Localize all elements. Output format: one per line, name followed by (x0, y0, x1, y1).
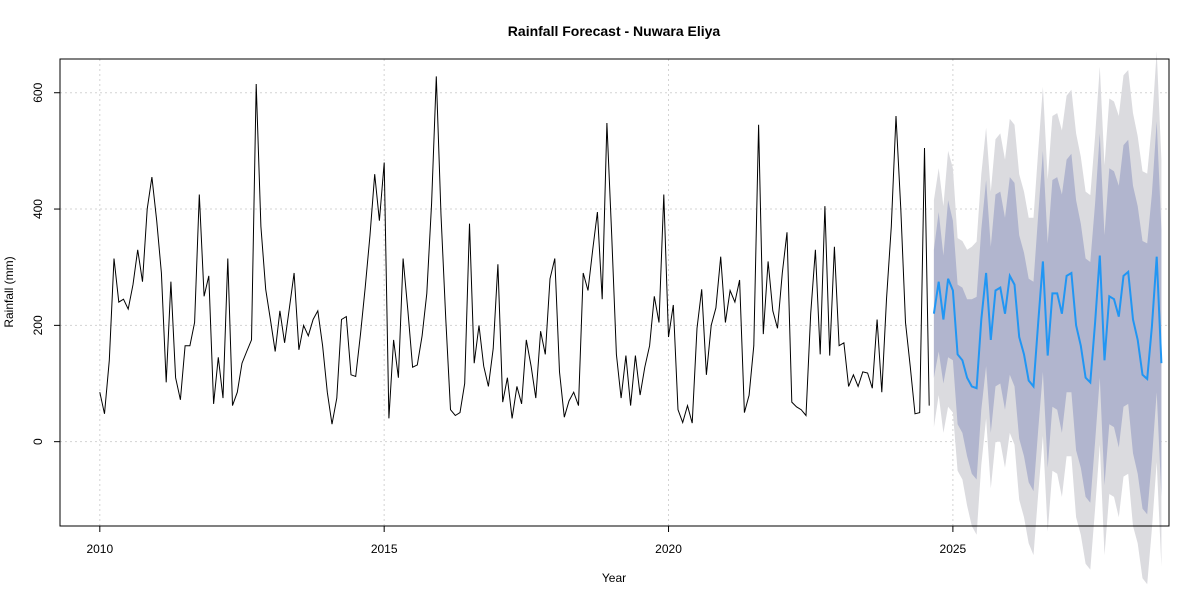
forecast-layer (932, 255, 1163, 390)
x-tick-label: 2015 (371, 542, 398, 556)
y-tick-label: 200 (31, 315, 45, 335)
plot-frame (59, 58, 1170, 527)
observed-series-line (99, 76, 930, 425)
y-axis-label: Rainfall (mm) (2, 256, 16, 327)
y-tick-label: 600 (31, 82, 45, 102)
axes-layer: 2010 2015 2020 2025 0 200 400 600 (31, 58, 1170, 556)
x-tick-label: 2020 (655, 542, 682, 556)
y-tick-label: 0 (31, 438, 45, 445)
y-tick-label: 400 (31, 199, 45, 219)
forecast-mean-line (932, 255, 1163, 390)
x-tick-label: 2025 (940, 542, 967, 556)
x-axis-label: Year (602, 571, 626, 585)
interval-80-layer (933, 121, 1162, 515)
observed-layer (99, 76, 930, 425)
interval-80-band (933, 121, 1162, 515)
chart-title: Rainfall Forecast - Nuwara Eliya (508, 23, 721, 39)
x-tick-label: 2010 (86, 542, 113, 556)
